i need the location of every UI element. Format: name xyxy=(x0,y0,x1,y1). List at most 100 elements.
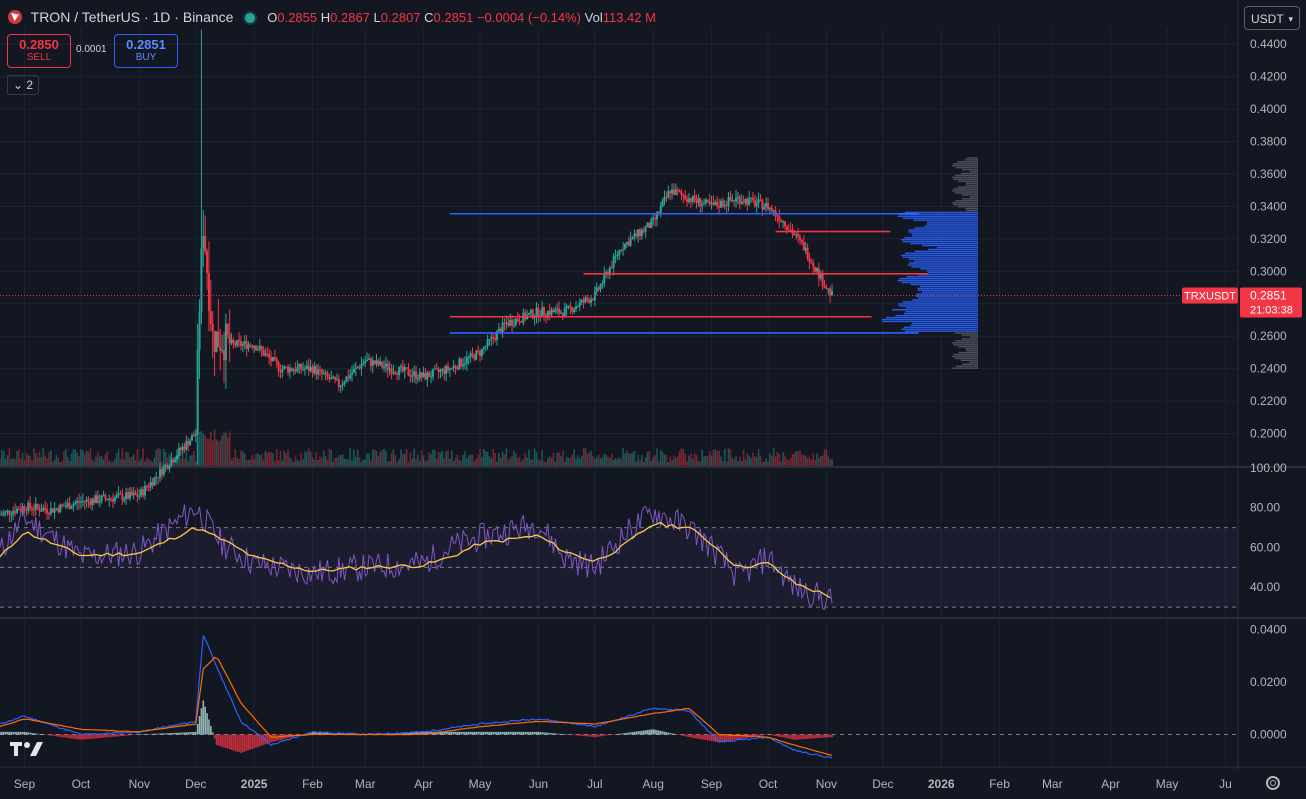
candle-body xyxy=(290,368,293,371)
macd-histogram-bar xyxy=(498,731,500,735)
candle-body xyxy=(57,508,60,513)
buy-button[interactable]: 0.2851 BUY xyxy=(114,34,178,68)
volume-bar xyxy=(733,459,735,466)
volume-bar xyxy=(193,450,195,466)
volume-bar xyxy=(76,452,78,466)
volume-bar xyxy=(394,454,397,466)
macd-histogram-bar xyxy=(769,734,771,735)
macd-histogram-bar xyxy=(247,734,250,751)
macd-histogram-bar xyxy=(595,734,598,737)
candle-body xyxy=(721,200,724,207)
macd-histogram-bar xyxy=(629,732,632,735)
macd-histogram-bar xyxy=(172,732,174,735)
volume-bar xyxy=(83,454,86,466)
volume-bar xyxy=(341,454,344,466)
candle-body xyxy=(426,372,429,380)
candle-body xyxy=(78,501,81,503)
candle-body xyxy=(23,506,26,511)
macd-histogram-bar xyxy=(97,734,99,739)
macd-histogram-bar xyxy=(827,734,830,738)
macd-histogram-bar xyxy=(130,734,133,736)
volume-bar xyxy=(36,456,39,466)
volume-bar xyxy=(78,456,80,466)
macd-histogram-bar xyxy=(755,734,758,737)
macd-histogram-bar xyxy=(693,734,696,739)
volume-profile-bar xyxy=(955,365,978,367)
macd-histogram-bar xyxy=(558,733,560,735)
macd-histogram-bar xyxy=(104,734,107,738)
macd-histogram-bar xyxy=(275,734,278,741)
volume-bar xyxy=(479,448,481,466)
candle-body xyxy=(770,207,773,212)
volume-profile-bar xyxy=(910,324,978,327)
candle-body xyxy=(309,366,312,371)
volume-bar xyxy=(370,460,372,466)
candle-body xyxy=(437,368,440,373)
candle-body xyxy=(456,367,459,370)
symbol-title[interactable]: TRON / TetherUS · 1D · Binance xyxy=(30,9,234,25)
volume-bar xyxy=(398,459,400,466)
macd-histogram-bar xyxy=(411,732,414,735)
candle-body xyxy=(49,508,52,515)
macd-histogram-bar xyxy=(226,734,229,749)
macd-histogram-bar xyxy=(739,734,741,740)
candle-body xyxy=(285,366,288,368)
candle-body xyxy=(198,311,201,350)
volume-bar xyxy=(496,461,498,466)
macd-histogram-bar xyxy=(181,732,184,735)
gear-icon[interactable] xyxy=(1266,776,1280,790)
volume-bar xyxy=(290,459,293,466)
candle-body xyxy=(488,339,491,341)
macd-histogram-bar xyxy=(799,734,801,740)
candle-body xyxy=(501,322,504,334)
candle-body xyxy=(362,363,365,365)
volume-bar xyxy=(597,454,600,466)
macd-histogram-bar xyxy=(714,734,717,742)
macd-histogram-bar xyxy=(405,732,408,735)
candle-body xyxy=(687,198,690,203)
volume-profile-bar xyxy=(966,349,978,352)
volume-bar xyxy=(818,457,820,466)
macd-histogram-bar xyxy=(8,731,11,735)
indicators-collapse-button[interactable]: ⌄ 2 xyxy=(7,75,39,95)
macd-histogram-bar xyxy=(509,731,511,735)
macd-histogram-bar xyxy=(810,734,813,739)
volume-bar xyxy=(514,453,517,466)
candle-body xyxy=(761,199,764,210)
candle-body xyxy=(815,268,818,272)
macd-histogram-bar xyxy=(447,731,449,735)
volume-bar xyxy=(562,450,564,466)
macd-histogram-bar xyxy=(6,731,9,735)
candle-body xyxy=(8,510,11,515)
volume-bar xyxy=(415,458,417,466)
volume-bar xyxy=(701,449,703,466)
macd-histogram-bar xyxy=(146,734,148,735)
candle-body xyxy=(612,256,615,268)
candle-body xyxy=(32,509,35,511)
candle-body xyxy=(234,342,237,346)
candle-body xyxy=(119,493,122,495)
candle-body xyxy=(614,255,617,257)
open-value: 0.2855 xyxy=(277,10,318,25)
sell-button[interactable]: 0.2850 SELL xyxy=(7,34,71,68)
volume-profile-bar xyxy=(957,186,978,188)
candle-body xyxy=(164,465,167,467)
macd-histogram-bar xyxy=(787,734,790,739)
macd-histogram-bar xyxy=(87,734,90,740)
macd-histogram-bar xyxy=(59,734,62,737)
volume-bar xyxy=(336,457,338,466)
macd-histogram-bar xyxy=(420,731,423,735)
macd-histogram-bar xyxy=(735,734,737,740)
candle-body xyxy=(413,371,416,376)
candle-body xyxy=(520,321,523,323)
volume-profile-bar xyxy=(919,268,978,270)
currency-select[interactable]: USDT ▾ xyxy=(1244,6,1300,30)
macd-histogram-bar xyxy=(36,733,39,735)
candle-body xyxy=(678,190,681,192)
volume-bar xyxy=(262,460,265,466)
macd-histogram-bar xyxy=(253,734,255,749)
macd-histogram-bar xyxy=(599,734,602,737)
candle-body xyxy=(799,236,802,240)
volume-bar xyxy=(306,451,308,466)
